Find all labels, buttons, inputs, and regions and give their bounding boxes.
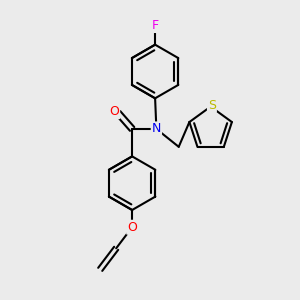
Text: S: S xyxy=(208,99,216,112)
Text: N: N xyxy=(152,122,161,135)
Text: F: F xyxy=(152,19,159,32)
Text: O: O xyxy=(109,105,119,118)
Text: O: O xyxy=(127,221,137,234)
